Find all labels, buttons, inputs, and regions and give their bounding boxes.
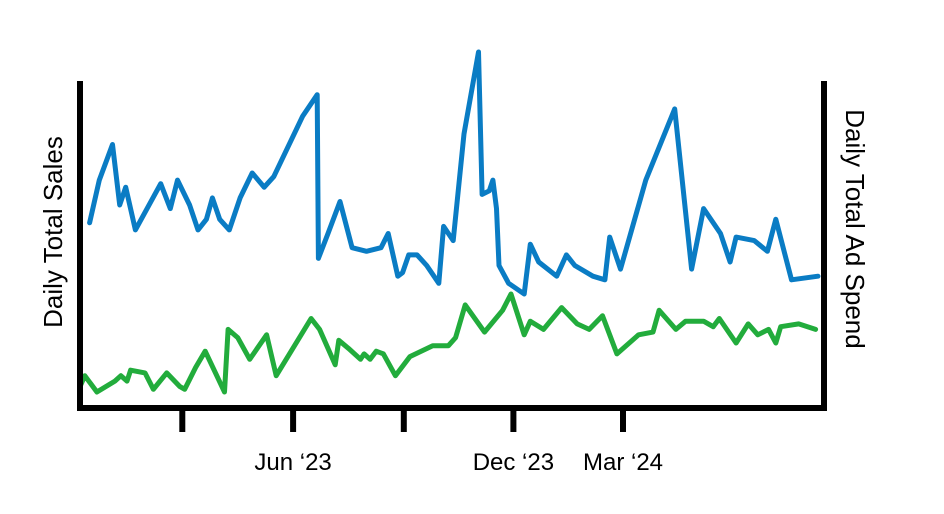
- x-tick-label-3: Dec ‘23: [473, 449, 554, 476]
- series-line-ad-spend: [77, 291, 819, 395]
- x-tick-label-1: Jun ‘23: [254, 449, 331, 476]
- series-layer: [77, 49, 821, 395]
- x-tick-label-4: Mar ‘24: [583, 449, 663, 476]
- x-axis-ticks: Jun ‘23 Dec ‘23 Mar ‘24: [179, 408, 663, 476]
- y-axis-label-right: Daily Total Ad Spend: [840, 109, 870, 348]
- series-line-sales: [87, 49, 821, 297]
- y-axis-label-left: Daily Total Sales: [38, 136, 68, 328]
